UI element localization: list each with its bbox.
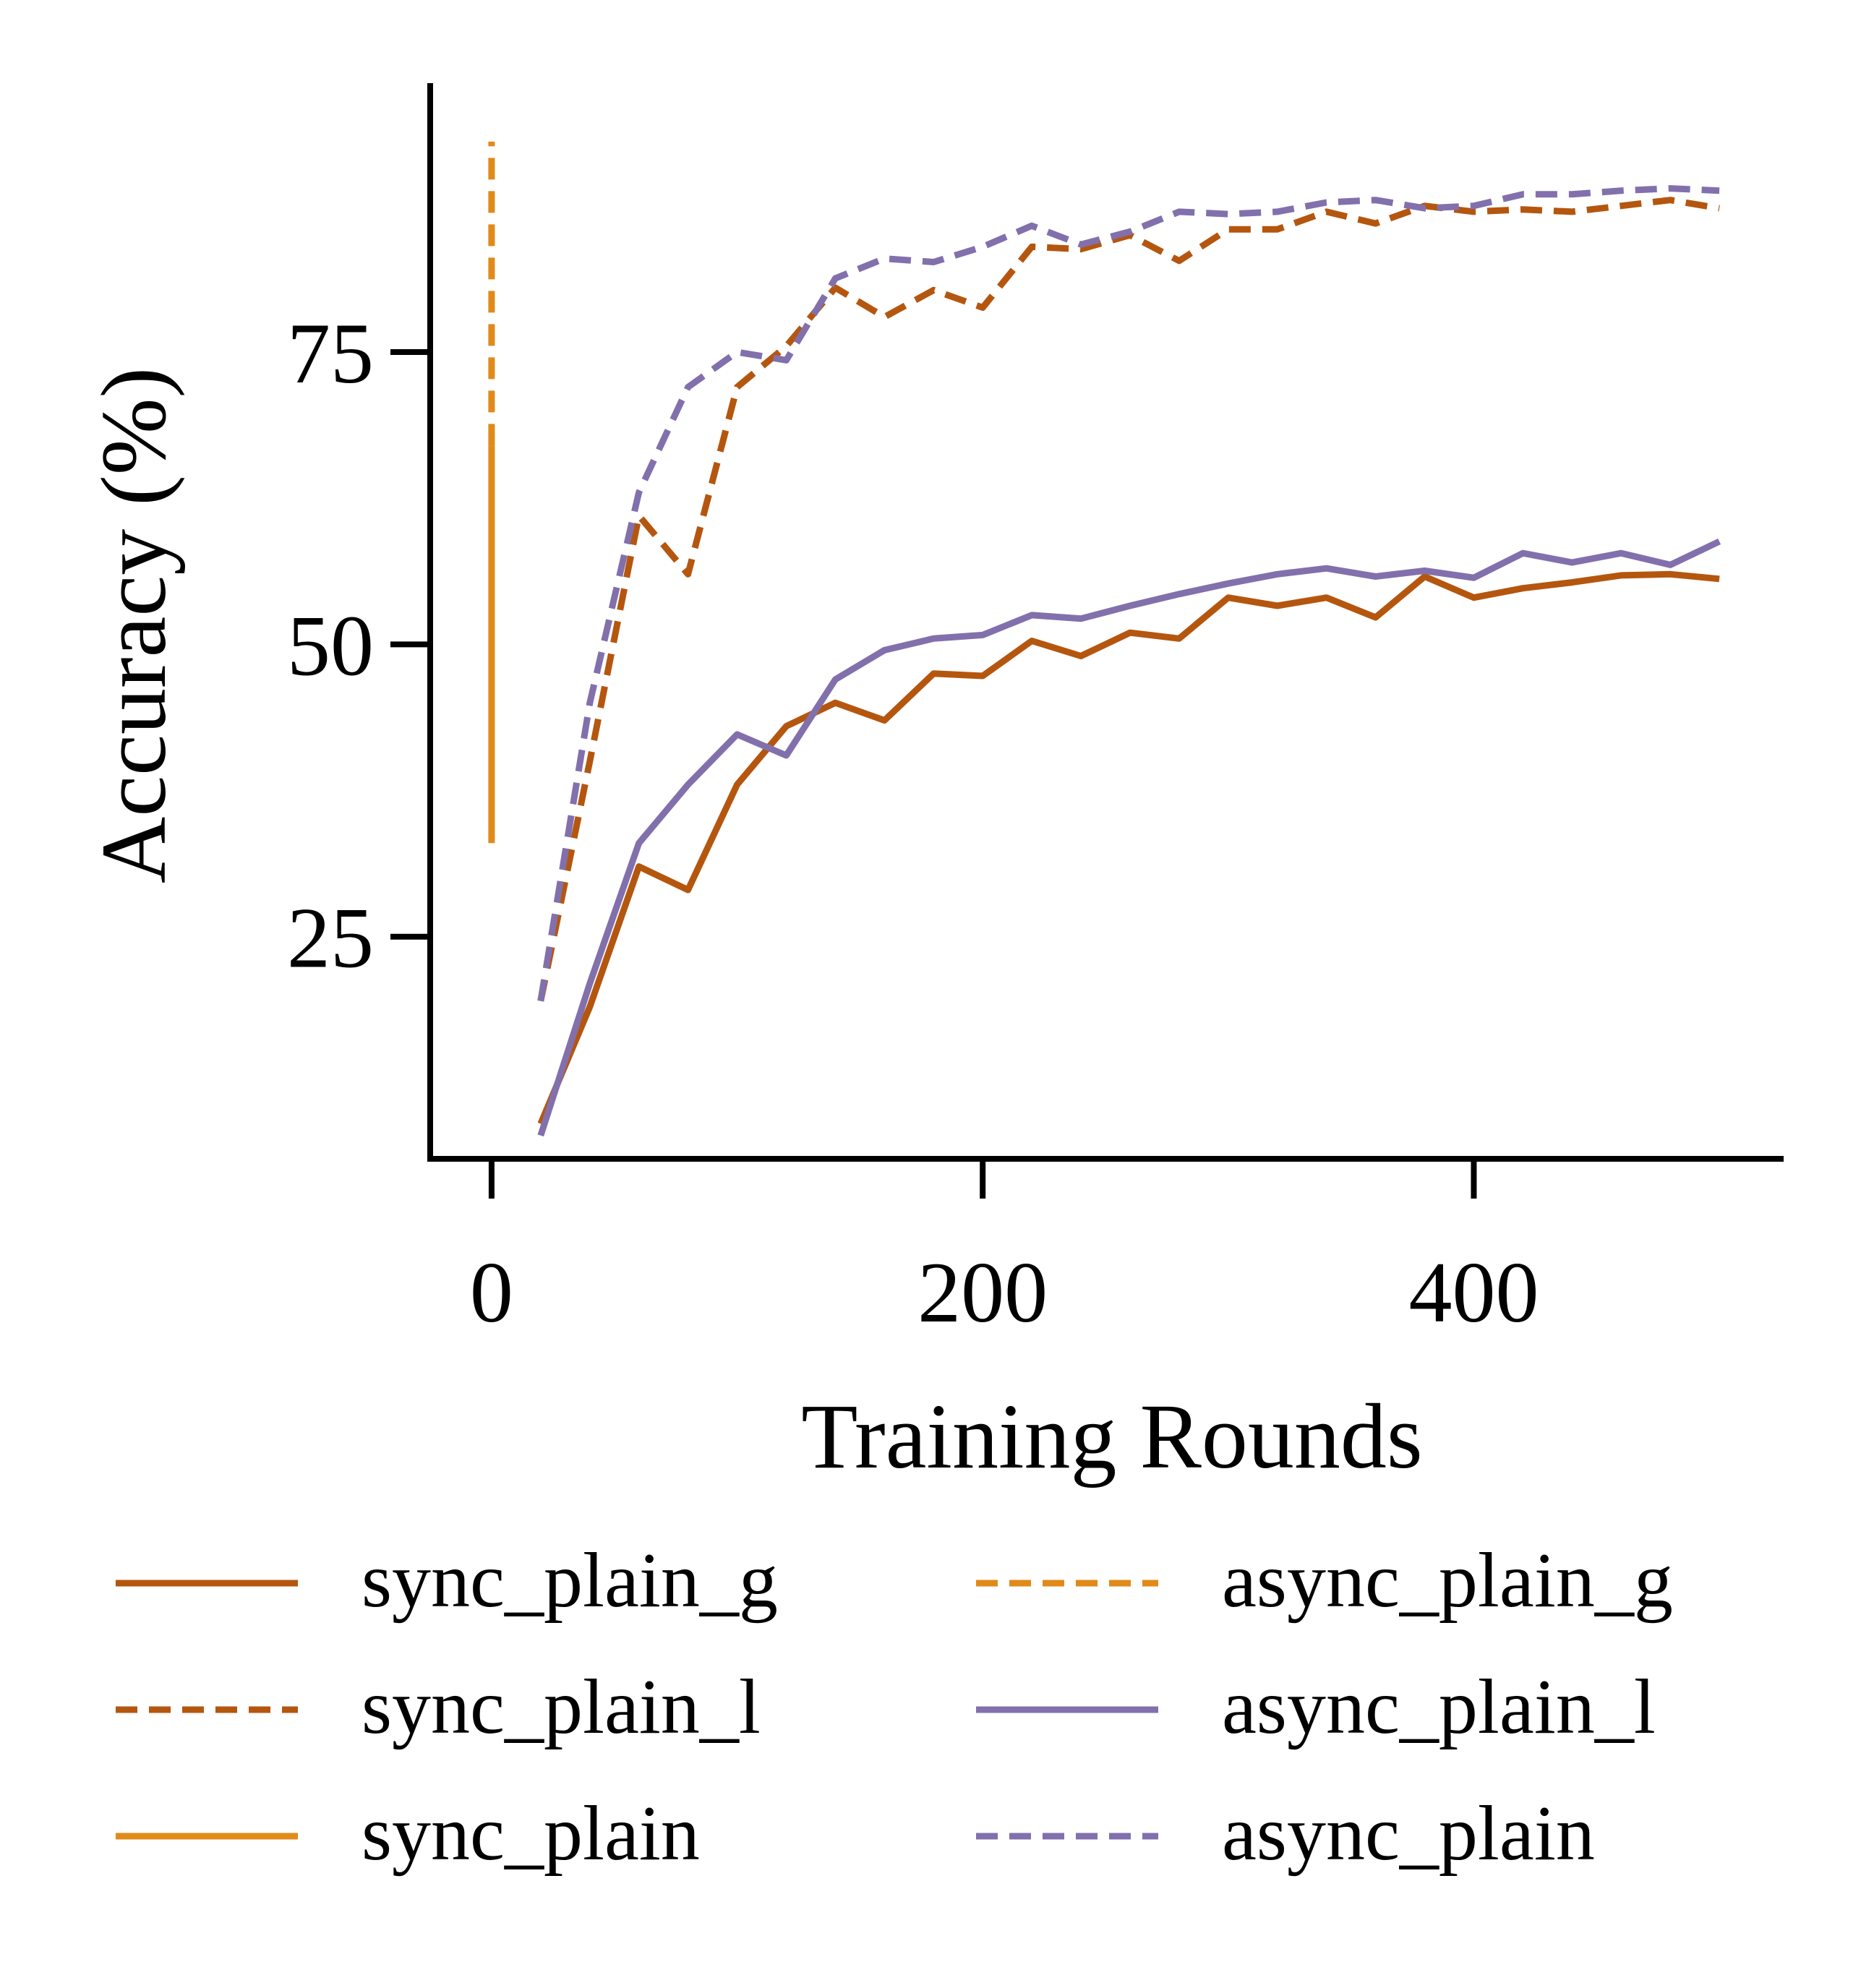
legend-item-sync-plain: sync_plain [116, 1791, 700, 1877]
x-tick-label: 400 [1408, 1244, 1539, 1340]
x-axis-title: Training Rounds [801, 1385, 1422, 1488]
x-tick-label: 200 [917, 1244, 1048, 1340]
x-tick-label: 0 [470, 1244, 513, 1340]
y-tick-label: 75 [287, 305, 374, 401]
y-tick-label: 25 [287, 890, 374, 986]
legend-item-async-plain-l: async_plain_l [976, 1664, 1656, 1750]
legend-item-async-plain-g: async_plain_g [976, 1538, 1673, 1624]
legend-label: sync_plain_g [361, 1538, 778, 1624]
axes [427, 83, 1784, 1162]
legend-item-sync-plain-g: sync_plain_g [116, 1538, 778, 1624]
legend-item-async-plain: async_plain [976, 1791, 1595, 1877]
legend-item-sync-plain-l: sync_plain_l [116, 1664, 761, 1750]
series-line-async-plain [537, 185, 1720, 1002]
legend-label: async_plain_g [1222, 1538, 1673, 1624]
series-line-sync-plain-l [537, 197, 1720, 1002]
y-axis-title: Accuracy (%) [82, 367, 185, 883]
series-line-sync-plain-g [537, 570, 1720, 1126]
legend-label: sync_plain_l [361, 1664, 761, 1750]
plot-lines [488, 141, 1721, 1137]
series-line-async-plain-l [537, 538, 1721, 1137]
legend-label: sync_plain [361, 1791, 700, 1877]
legend: sync_plain_g sync_plain_l sync_plain async_… [116, 1538, 1673, 1877]
legend-label: async_plain [1222, 1791, 1595, 1877]
legend-label: async_plain_l [1222, 1664, 1656, 1750]
ticks: 0 200 400 25 50 75 [287, 305, 1539, 1340]
y-tick-label: 50 [287, 597, 374, 693]
